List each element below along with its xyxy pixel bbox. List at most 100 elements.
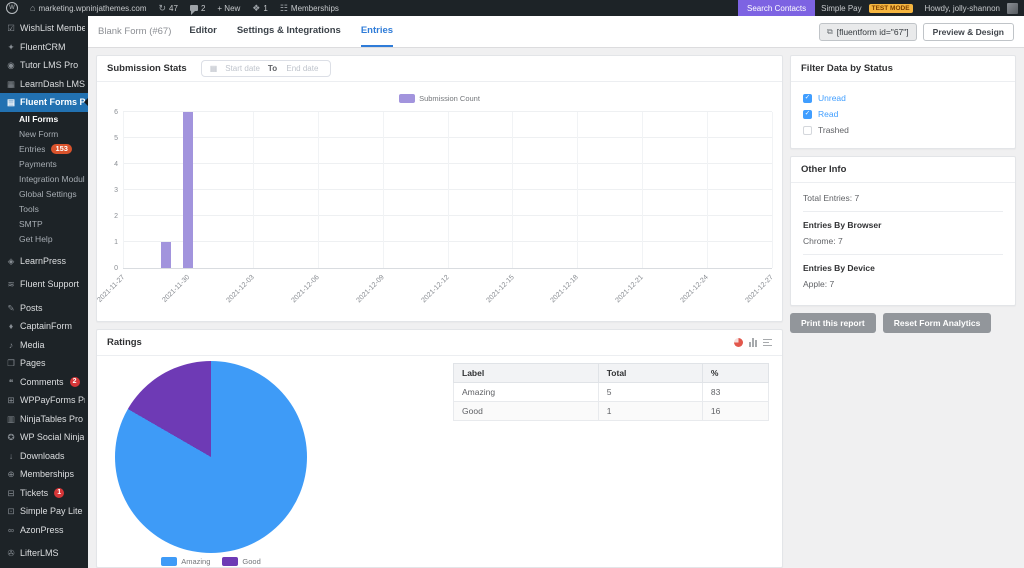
legend-item-amazing[interactable]: Amazing bbox=[161, 557, 210, 566]
sidebar-item-payments[interactable]: Payments bbox=[0, 157, 88, 172]
ratings-pie-chart[interactable] bbox=[115, 361, 307, 553]
sidebar-item-integration-modules[interactable]: Integration Modules bbox=[0, 172, 88, 187]
site-name-link[interactable]: ⌂ marketing.wpninjathemes.com bbox=[24, 0, 152, 16]
x-axis-label: 2021-12-18 bbox=[549, 274, 581, 305]
x-axis-label: 2021-12-12 bbox=[420, 274, 451, 305]
reset-analytics-button[interactable]: Reset Form Analytics bbox=[882, 313, 992, 333]
shortcode-copy-button[interactable]: ⧉ [fluentform id="67"] bbox=[818, 22, 917, 41]
filter-option-trashed[interactable]: Trashed bbox=[803, 122, 1003, 138]
pie-chart-view-icon[interactable] bbox=[734, 338, 743, 347]
horizontal-bar-view-icon[interactable] bbox=[763, 338, 772, 347]
sidebar-item-simple-pay-lite[interactable]: ⊡ Simple Pay Lite bbox=[0, 502, 88, 521]
x-axis-label: 2021-12-03 bbox=[225, 274, 256, 305]
sidebar-item-posts[interactable]: ✎ Posts bbox=[0, 299, 88, 318]
memberships-toolbar-link[interactable]: ☷ Memberships bbox=[274, 0, 345, 16]
y-axis-label: 2 bbox=[114, 213, 118, 221]
sidebar-item-fluent-support[interactable]: ≋ Fluent Support bbox=[0, 275, 88, 294]
howdy-label: Howdy, jolly-shannon bbox=[924, 3, 1000, 13]
sidebar-item-wishlist-member[interactable]: ☑ WishList Member bbox=[0, 19, 88, 38]
content-area: Blank Form (#67) Editor Settings & Integ… bbox=[88, 16, 1024, 568]
gridline bbox=[317, 112, 319, 268]
new-content-link[interactable]: + New bbox=[211, 0, 246, 16]
sidebar-item-all-forms[interactable]: All Forms bbox=[0, 112, 88, 127]
sidebar-item-new-form[interactable]: New Form bbox=[0, 127, 88, 142]
sidebar-item-media[interactable]: ♪ Media bbox=[0, 336, 88, 355]
sidebar-item-smtp[interactable]: SMTP bbox=[0, 217, 88, 232]
sidebar-item-global-settings[interactable]: Global Settings bbox=[0, 187, 88, 202]
bar-2021-11-29[interactable] bbox=[161, 242, 172, 268]
active-menu-arrow-icon bbox=[80, 98, 88, 107]
checked-checkbox-icon[interactable]: ✓ bbox=[803, 109, 812, 119]
sidebar-item-courses[interactable]: ☰Courses bbox=[0, 563, 88, 568]
bar-2021-11-30[interactable] bbox=[182, 112, 193, 268]
sidebar-item-fluent-forms-pro[interactable]: ▤ Fluent Forms Pro bbox=[0, 93, 88, 112]
sidebar-item-captainform[interactable]: ♦ CaptainForm bbox=[0, 317, 88, 336]
start-date-input[interactable]: Start date bbox=[225, 64, 260, 73]
sidebar-item-learndash-lms[interactable]: ▦ LearnDash LMS bbox=[0, 75, 88, 94]
legend-label: Submission Count bbox=[419, 94, 480, 103]
count-badge: 153 bbox=[51, 143, 72, 155]
sidebar-item-label: LearnPress bbox=[20, 255, 67, 266]
tab-settings-integrations[interactable]: Settings & Integrations bbox=[236, 25, 341, 36]
sidebar-item-label: Tools bbox=[19, 204, 39, 214]
sidebar-item-tutor-lms-pro[interactable]: ◉ Tutor LMS Pro bbox=[0, 56, 88, 75]
site-name: marketing.wpninjathemes.com bbox=[38, 3, 147, 13]
print-report-button[interactable]: Print this report bbox=[790, 313, 876, 333]
checked-checkbox-icon[interactable]: ✓ bbox=[803, 93, 812, 103]
sidebar-item-wppayforms-pro[interactable]: ⊞ WPPayForms Pro bbox=[0, 391, 88, 410]
x-axis-label: 2021-12-24 bbox=[679, 274, 711, 305]
tab-entries[interactable]: Entries bbox=[360, 16, 394, 47]
sidebar-item-azonpress[interactable]: ∞ AzonPress bbox=[0, 521, 88, 540]
comments-link[interactable]: 2 bbox=[184, 0, 211, 16]
tab-editor[interactable]: Editor bbox=[189, 25, 217, 36]
filter-option-unread[interactable]: ✓ Unread bbox=[803, 90, 1003, 106]
sidebar-item-label: Tutor LMS Pro bbox=[20, 60, 79, 71]
sidebar-item-ninjatables-pro[interactable]: ▥ NinjaTables Pro bbox=[0, 410, 88, 429]
legend-item-submission-count[interactable]: Submission Count bbox=[399, 94, 480, 103]
copy-icon: ⧉ bbox=[826, 26, 833, 36]
sidebar-item-downloads[interactable]: ↓ Downloads bbox=[0, 447, 88, 466]
avatar bbox=[1007, 2, 1018, 14]
gridline bbox=[577, 112, 579, 268]
unchecked-checkbox-icon[interactable] bbox=[803, 125, 812, 135]
sidebar-item-entries[interactable]: Entries 153 bbox=[0, 142, 88, 157]
sidebar-item-comments[interactable]: ❝ Comments 2 bbox=[0, 373, 88, 392]
sidebar-item-label: Posts bbox=[20, 302, 43, 313]
sidebar-item-tickets[interactable]: ⊟ Tickets 1 bbox=[0, 484, 88, 503]
legend-swatch bbox=[161, 557, 178, 566]
sidebar-item-label: WishList Member bbox=[20, 23, 85, 34]
legend-item-good[interactable]: Good bbox=[222, 557, 261, 566]
legend-swatch bbox=[222, 557, 239, 566]
updates-link[interactable]: ↻ 47 bbox=[152, 0, 183, 16]
updates-count: 47 bbox=[169, 3, 178, 13]
wp-logo-menu[interactable]: W bbox=[0, 0, 24, 16]
ninja-menu-link[interactable]: ❖ 1 bbox=[246, 0, 274, 16]
sidebar-item-wp-social-ninja[interactable]: ✪ WP Social Ninja bbox=[0, 428, 88, 447]
simple-pay-link[interactable]: Simple Pay TEST MODE bbox=[815, 0, 918, 16]
sidebar-item-pages[interactable]: ❐ Pages bbox=[0, 354, 88, 373]
entries-by-browser-header: Entries By Browser bbox=[803, 220, 882, 230]
date-range-picker[interactable]: ▦ Start date To End date bbox=[200, 60, 331, 77]
sidebar-item-label: Tickets bbox=[20, 487, 49, 498]
ninja-count: 1 bbox=[263, 3, 268, 13]
sidebar-item-get-help[interactable]: Get Help bbox=[0, 232, 88, 247]
bar-chart-view-icon[interactable] bbox=[749, 338, 757, 347]
sidebar-item-learnpress[interactable]: ◈ LearnPress bbox=[0, 252, 88, 271]
end-date-input[interactable]: End date bbox=[286, 64, 319, 73]
captainform-icon: ♦ bbox=[8, 321, 14, 331]
total-entries-value: Total Entries: 7 bbox=[803, 193, 860, 203]
sidebar-item-memberships[interactable]: ⊕ Memberships bbox=[0, 465, 88, 484]
sidebar-item-lifterlms[interactable]: ✇ LifterLMS bbox=[0, 544, 88, 563]
search-contacts-button[interactable]: Search Contacts bbox=[738, 0, 816, 16]
ratings-header: Ratings bbox=[97, 330, 782, 356]
sidebar-item-fluentcrm[interactable]: ✦ FluentCRM bbox=[0, 38, 88, 57]
filter-option-read[interactable]: ✓ Read bbox=[803, 106, 1003, 122]
x-axis-label: 2021-12-15 bbox=[485, 274, 516, 305]
simple-pay-label: Simple Pay bbox=[821, 3, 862, 13]
sidebar-item-label: Simple Pay Lite bbox=[20, 506, 83, 517]
account-menu[interactable]: Howdy, jolly-shannon bbox=[919, 0, 1024, 16]
preview-design-button[interactable]: Preview & Design bbox=[922, 22, 1014, 41]
sidebar-item-tools[interactable]: Tools bbox=[0, 202, 88, 217]
sidebar-item-label: Memberships bbox=[20, 469, 75, 480]
